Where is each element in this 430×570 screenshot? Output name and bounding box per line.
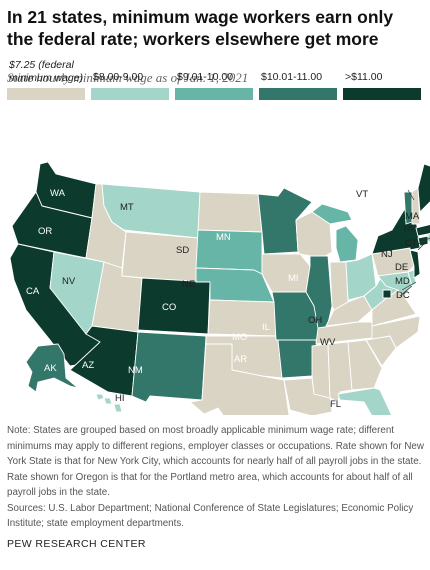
- leader-lines: [399, 189, 430, 297]
- state-IN: [329, 261, 349, 311]
- brand-logo-text: PEW RESEARCH CENTER: [7, 538, 146, 550]
- legend-label: >$11.00: [345, 71, 383, 83]
- note-text: Note: States are grouped based on most b…: [7, 425, 424, 498]
- label-ME: ME: [385, 180, 399, 191]
- legend-label: $10.01-11.00: [261, 71, 323, 83]
- label-MI: MI: [288, 273, 299, 284]
- us-map: WA OR CA NV AZ MT CO NM SD NE MN MO AR I…: [0, 140, 430, 415]
- legend-label-line2: minimum wage): [9, 72, 84, 84]
- chart-title: In 21 states, minimum wage workers earn …: [7, 7, 394, 49]
- state-AK: [25, 343, 79, 393]
- sources-text: Sources: U.S. Labor Department; National…: [7, 502, 414, 530]
- label-NJ: NJ: [381, 249, 393, 260]
- state-ME: [417, 163, 430, 213]
- state-CT: [417, 235, 429, 247]
- state-MS: [311, 343, 331, 399]
- label-DE: DE: [395, 262, 408, 273]
- label-SD: SD: [176, 245, 189, 256]
- label-RI: RI: [404, 224, 414, 235]
- label-VT: VT: [356, 189, 368, 200]
- label-IL: IL: [262, 322, 270, 333]
- legend-swatch: [91, 88, 169, 100]
- label-MT: MT: [120, 202, 134, 213]
- label-NE: NE: [182, 279, 195, 290]
- label-NM: NM: [128, 365, 143, 376]
- legend-label: $9.01-10.00: [177, 71, 234, 83]
- state-IA: [261, 253, 311, 293]
- label-OR: OR: [38, 226, 52, 237]
- label-HI: HI: [115, 393, 125, 404]
- label-MA: MA: [405, 211, 420, 222]
- label-CA: CA: [26, 286, 40, 297]
- label-MN: MN: [216, 232, 231, 243]
- legend-label-line1: $7.25 (federal: [9, 59, 74, 71]
- chart-subtitle: State hourly minimum wage as of Jan. 1, …: [7, 70, 249, 85]
- state-TX: [189, 343, 290, 415]
- state-MA: [415, 224, 430, 237]
- legend-swatch: [7, 88, 85, 100]
- state-MI: [335, 225, 359, 263]
- note-block: Note: States are grouped based on most b…: [7, 423, 427, 532]
- state-ND: [197, 191, 263, 233]
- state-MI-up: [311, 203, 353, 225]
- us-map-svg: WA OR CA NV AZ MT CO NM SD NE MN MO AR I…: [9, 161, 430, 415]
- state-NJ: [409, 249, 421, 279]
- label-NY: NY: [355, 220, 369, 231]
- legend-swatch: [175, 88, 253, 100]
- state-FL: [337, 387, 393, 415]
- legend-swatch: [259, 88, 337, 100]
- label-AZ: AZ: [82, 360, 94, 371]
- label-MO: MO: [232, 332, 247, 343]
- label-CO: CO: [162, 302, 176, 313]
- legend: $7.25 (federal minimum wage) $8.00-9.00 …: [7, 59, 423, 140]
- state-DC: [382, 289, 392, 299]
- label-AK: AK: [44, 363, 57, 374]
- label-CT: CT: [405, 238, 418, 249]
- label-WV: WV: [320, 337, 336, 348]
- state-WY: [121, 231, 199, 283]
- label-WA: WA: [50, 188, 66, 199]
- state-NM: [131, 331, 207, 403]
- label-FL: FL: [330, 399, 341, 410]
- legend-label: $8.00-9.00: [93, 71, 144, 83]
- state-HI: [95, 393, 123, 413]
- label-MD: MD: [395, 276, 410, 287]
- label-OH: OH: [308, 315, 322, 326]
- label-AR: AR: [234, 354, 247, 365]
- state-NC: [365, 315, 421, 349]
- label-NV: NV: [62, 276, 76, 287]
- label-DC: DC: [396, 290, 410, 301]
- state-GA: [347, 339, 383, 391]
- state-labels: WA OR CA NV AZ MT CO NM SD NE MN MO AR I…: [26, 180, 420, 410]
- legend-label: $7.25 (federal minimum wage): [9, 59, 83, 85]
- legend-swatch: [343, 88, 421, 100]
- state-NH: [411, 187, 421, 225]
